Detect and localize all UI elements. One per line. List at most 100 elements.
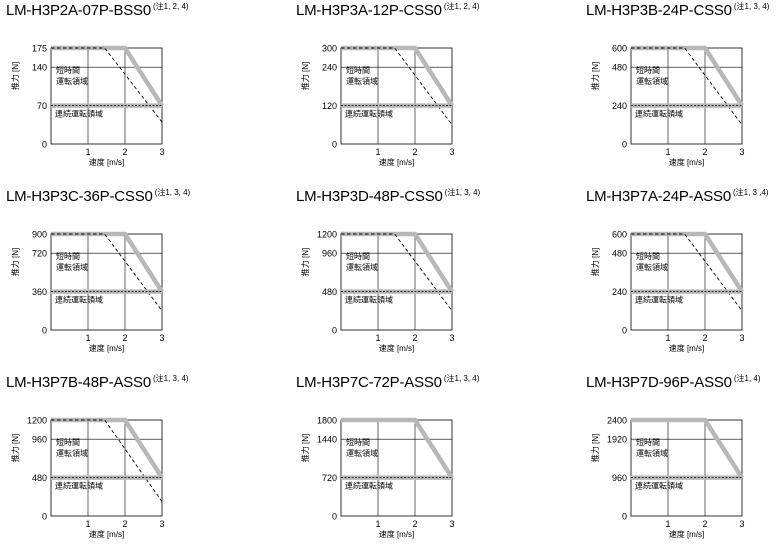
y-tick-label: 480 bbox=[32, 473, 47, 483]
footnote-ref: (注1, 4) bbox=[733, 374, 761, 383]
y-tick-label: 120 bbox=[322, 101, 337, 111]
chart-panel: LM-H3P2A-07P-BSS0 (注1, 2, 4) 0 70 140 175 1 2 3 速… bbox=[6, 2, 256, 182]
y-axis-label: 推力 [N] bbox=[300, 248, 310, 276]
x-tick-label: 2 bbox=[702, 519, 707, 529]
plot-border bbox=[340, 47, 453, 145]
plot-border bbox=[340, 419, 453, 517]
short-time-region-label: 運転領域 bbox=[636, 448, 668, 458]
model-name: LM-H3P2A-07P-BSS0 bbox=[6, 2, 151, 19]
y-tick-label: 0 bbox=[622, 140, 627, 150]
thrust-speed-plot: 0 960 1920 2400 1 2 3 速度 [m/s] 推力 [N] 短時間運転領域連続運転… bbox=[590, 416, 745, 540]
y-tick-label: 480 bbox=[612, 63, 627, 73]
model-name: LM-H3P7B-48P-ASS0 bbox=[6, 374, 151, 391]
chart-title: LM-H3P3C-36P-CSS0 (注1, 3, 4) bbox=[6, 188, 190, 206]
y-tick-label: 0 bbox=[42, 512, 47, 522]
footnote-ref: (注1, 3 ,4) bbox=[733, 188, 769, 197]
x-tick-label: 2 bbox=[702, 147, 707, 157]
model-name: LM-H3P3B-24P-CSS0 bbox=[586, 2, 732, 19]
chart-panel: LM-H3P7A-24P-ASS0 (注1, 3 ,4) 0 240 480 600 1 2 3… bbox=[586, 188, 779, 368]
y-tick-label: 2400 bbox=[607, 416, 627, 426]
x-tick-label: 1 bbox=[85, 519, 90, 529]
x-axis-label: 速度 [m/s] bbox=[89, 157, 125, 167]
continuous-region-label: 連続運転領域 bbox=[55, 109, 103, 119]
x-tick-label: 3 bbox=[449, 147, 454, 157]
plot-border bbox=[630, 419, 743, 517]
x-axis-label: 速度 [m/s] bbox=[89, 343, 125, 353]
plot-border bbox=[630, 233, 743, 331]
footnote-ref: (注1, 3, 4) bbox=[154, 188, 191, 197]
short-time-region-label: 運転領域 bbox=[346, 76, 378, 86]
model-name: LM-H3P7C-72P-ASS0 bbox=[296, 374, 442, 391]
x-tick-label: 2 bbox=[412, 519, 417, 529]
model-name: LM-H3P7D-96P-ASS0 bbox=[586, 374, 732, 391]
x-tick-label: 1 bbox=[665, 519, 670, 529]
y-tick-label: 70 bbox=[37, 101, 47, 111]
x-tick-label: 1 bbox=[375, 147, 380, 157]
y-axis-label: 推力 [N] bbox=[300, 434, 310, 462]
y-axis-label: 推力 [N] bbox=[590, 248, 600, 276]
y-tick-label: 140 bbox=[32, 63, 47, 73]
y-tick-label: 0 bbox=[332, 140, 337, 150]
y-tick-label: 900 bbox=[32, 230, 47, 240]
continuous-region-label: 連続運転領域 bbox=[635, 295, 683, 305]
chart-title: LM-H3P7B-48P-ASS0 (注1, 3, 4) bbox=[6, 374, 189, 392]
continuous-region-label: 連続運転領域 bbox=[55, 481, 103, 491]
y-tick-label: 1440 bbox=[317, 435, 337, 445]
x-axis-label: 速度 [m/s] bbox=[379, 343, 415, 353]
chart-panel: LM-H3P3D-48P-CSS0 (注1, 3, 4) 0 480 960 1200 1 2… bbox=[296, 188, 546, 368]
x-tick-label: 3 bbox=[449, 333, 454, 343]
x-tick-label: 1 bbox=[375, 519, 380, 529]
y-tick-label: 1200 bbox=[317, 230, 337, 240]
continuous-region-label: 連続運転領域 bbox=[345, 295, 393, 305]
x-tick-label: 3 bbox=[739, 333, 744, 343]
plot-border bbox=[630, 47, 743, 145]
short-time-region-label: 運転領域 bbox=[346, 448, 378, 458]
plot-frame bbox=[630, 419, 743, 517]
y-tick-label: 0 bbox=[622, 512, 627, 522]
x-tick-label: 2 bbox=[412, 147, 417, 157]
peak-thrust-dashed-line bbox=[51, 47, 163, 123]
y-tick-label: 480 bbox=[612, 249, 627, 259]
short-time-region-label: 短時間 bbox=[346, 251, 370, 261]
chart-title: LM-H3P3D-48P-CSS0 (注1, 3, 4) bbox=[296, 188, 480, 206]
y-tick-label: 300 bbox=[322, 44, 337, 54]
plot-border bbox=[50, 419, 163, 517]
y-axis-label: 推力 [N] bbox=[10, 248, 20, 276]
plot-frame bbox=[50, 233, 163, 331]
footnote-ref: (注1, 3, 4) bbox=[153, 374, 189, 383]
y-axis-label: 推力 [N] bbox=[300, 62, 310, 90]
x-axis-label: 速度 [m/s] bbox=[669, 343, 705, 353]
short-time-region-label: 短時間 bbox=[346, 437, 370, 447]
y-tick-label: 240 bbox=[612, 287, 627, 297]
short-time-region-label: 短時間 bbox=[636, 437, 660, 447]
x-tick-label: 2 bbox=[122, 147, 127, 157]
peak-thrust-line bbox=[341, 417, 454, 479]
y-axis-label: 推力 [N] bbox=[10, 62, 20, 90]
plot-border bbox=[50, 233, 163, 331]
continuous-region-label: 連続運転領域 bbox=[635, 481, 683, 491]
thrust-speed-plot: 0 480 960 1200 1 2 3 速度 [m/s] 推力 [N] 短時間運転領域連続運転領… bbox=[10, 416, 165, 540]
short-time-region-label: 運転領域 bbox=[56, 262, 88, 272]
short-time-region-label: 短時間 bbox=[346, 65, 370, 75]
short-time-region-label: 短時間 bbox=[56, 251, 80, 261]
chart-title: LM-H3P3B-24P-CSS0 (注1, 3, 4) bbox=[586, 2, 769, 20]
y-tick-label: 0 bbox=[622, 326, 627, 336]
y-tick-label: 0 bbox=[332, 512, 337, 522]
x-tick-label: 1 bbox=[85, 147, 90, 157]
y-tick-label: 960 bbox=[32, 435, 47, 445]
y-axis-label: 推力 [N] bbox=[590, 62, 600, 90]
y-tick-label: 240 bbox=[612, 101, 627, 111]
y-tick-label: 1200 bbox=[27, 416, 47, 426]
y-tick-label: 720 bbox=[322, 473, 337, 483]
plot-frame bbox=[340, 47, 453, 145]
y-tick-label: 960 bbox=[322, 249, 337, 259]
x-axis-label: 速度 [m/s] bbox=[379, 529, 415, 539]
x-tick-label: 2 bbox=[122, 333, 127, 343]
model-name: LM-H3P7A-24P-ASS0 bbox=[586, 188, 731, 205]
plot-frame bbox=[340, 419, 453, 517]
y-axis-label: 推力 [N] bbox=[590, 434, 600, 462]
